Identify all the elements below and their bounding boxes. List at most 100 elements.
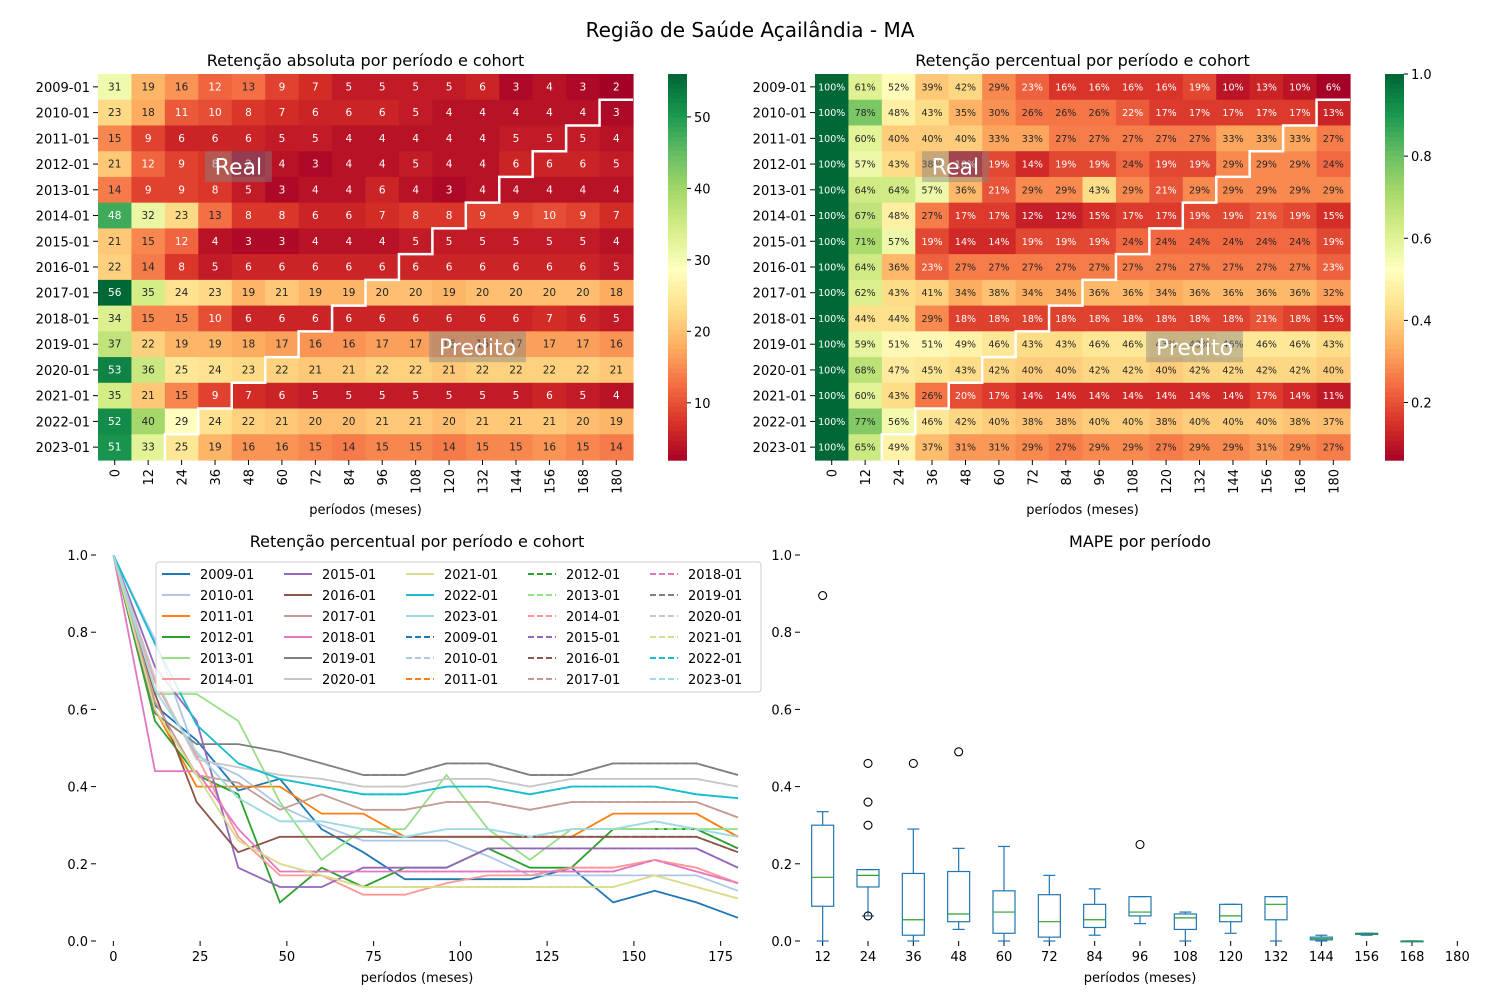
heatmap-cell bbox=[848, 228, 883, 255]
heatmap-cell-label: 19% bbox=[921, 237, 942, 248]
heatmap-cell bbox=[948, 202, 983, 229]
colorbar-tick-label: 0.6 bbox=[1411, 232, 1432, 247]
heatmap-cell-label: 57% bbox=[888, 237, 909, 248]
heatmap-cell bbox=[198, 254, 233, 281]
colorbar-segment bbox=[668, 377, 687, 384]
heatmap-cell bbox=[566, 382, 601, 410]
colorbar-segment bbox=[1385, 295, 1404, 302]
heatmap-cell-label: 21% bbox=[988, 185, 1009, 196]
heatmap-cell-label: 5 bbox=[513, 236, 520, 248]
heatmap-cell bbox=[499, 74, 534, 101]
heatmap-cell bbox=[982, 228, 1017, 255]
colorbar-segment bbox=[668, 165, 687, 172]
heatmap-cell bbox=[815, 99, 850, 127]
heatmap-cell-label: 38% bbox=[1022, 417, 1043, 428]
colorbar-segment bbox=[1385, 194, 1404, 201]
colorbar-segment bbox=[1385, 98, 1404, 104]
heatmap-cell bbox=[1149, 305, 1184, 332]
heatmap-cell-label: 5 bbox=[613, 313, 620, 325]
heatmap-cell-label: 6 bbox=[379, 313, 386, 325]
heatmap-cell-label: 29% bbox=[1189, 185, 1210, 196]
heatmap-cell bbox=[1015, 331, 1050, 358]
heatmap-cell bbox=[1249, 74, 1284, 101]
heatmap-cell-label: 6 bbox=[546, 262, 553, 274]
heatmap-cell bbox=[1216, 202, 1251, 229]
heatmap-cell-label: 21 bbox=[409, 416, 422, 428]
heatmap-cell-label: 5 bbox=[379, 390, 386, 402]
x-tick-label: 132 bbox=[1264, 950, 1289, 965]
heatmap-cell-label: 43% bbox=[1323, 340, 1344, 351]
heatmap-cell-label: 22 bbox=[576, 364, 589, 376]
heatmap-cell-label: 29% bbox=[1256, 185, 1277, 196]
heatmap-cell bbox=[815, 434, 850, 461]
heatmap-cell bbox=[982, 434, 1017, 461]
heatmap-cell bbox=[365, 434, 400, 461]
legend-label: 2009-01 bbox=[444, 631, 498, 646]
heatmap-cell-label: 6 bbox=[345, 313, 352, 325]
heatmap-cell bbox=[1182, 254, 1217, 281]
colorbar-segment bbox=[668, 228, 687, 234]
colorbar-segment bbox=[668, 440, 687, 447]
y-tick-label: 2009-01 bbox=[36, 81, 90, 96]
heatmap-percent: Retenção percentual por período e cohort… bbox=[753, 51, 1432, 518]
heatmap-cell-label: 4 bbox=[345, 236, 352, 248]
heatmap-cell bbox=[1049, 254, 1084, 281]
heatmap-cell-label: 15 bbox=[376, 442, 389, 454]
heatmap-cell-label: 9 bbox=[178, 159, 185, 171]
colorbar-segment bbox=[668, 353, 687, 360]
y-tick-label: 2016-01 bbox=[753, 261, 807, 276]
colorbar-segment bbox=[668, 136, 687, 143]
heatmap-cell bbox=[915, 125, 950, 152]
colorbar-segment bbox=[668, 194, 687, 201]
y-tick-label: 2019-01 bbox=[753, 338, 807, 353]
heatmap-cell-label: 17% bbox=[1156, 211, 1177, 222]
heatmap-cell bbox=[881, 99, 916, 127]
heatmap-cell bbox=[365, 382, 400, 410]
heatmap-cell-label: 12% bbox=[1055, 211, 1076, 222]
heatmap-cell-label: 5 bbox=[580, 133, 587, 145]
x-axis-label: períodos (meses) bbox=[1084, 971, 1197, 986]
heatmap-cell bbox=[164, 74, 199, 101]
heatmap-cell bbox=[265, 382, 300, 410]
colorbar-segment bbox=[1385, 189, 1404, 196]
legend-label: 2021-01 bbox=[688, 631, 742, 646]
colorbar-segment bbox=[668, 233, 687, 239]
x-tick-label: 25 bbox=[192, 950, 209, 965]
heatmap-cell bbox=[365, 279, 400, 307]
heatmap-cell-label: 21% bbox=[1156, 185, 1177, 196]
box bbox=[1128, 896, 1152, 917]
heatmap-cell bbox=[599, 151, 634, 178]
colorbar-segment bbox=[1385, 455, 1404, 461]
heatmap-cell bbox=[265, 408, 300, 435]
heatmap-cell-label: 64% bbox=[888, 185, 909, 196]
heatmap-cell-label: 19 bbox=[141, 81, 154, 93]
colorbar-segment bbox=[668, 112, 687, 119]
heatmap-cell-label: 6 bbox=[245, 262, 252, 274]
heatmap-cell bbox=[881, 382, 916, 410]
heatmap-cell-label: 5 bbox=[279, 133, 286, 145]
heatmap-cell bbox=[1049, 228, 1084, 255]
heatmap-cell bbox=[881, 434, 916, 461]
heatmap-cell bbox=[848, 176, 883, 204]
heatmap-cell bbox=[398, 408, 433, 435]
box-outlier bbox=[908, 758, 918, 768]
heatmap-cell bbox=[948, 228, 983, 255]
heatmap-cell-label: 19% bbox=[1055, 160, 1076, 171]
heatmap-cell-label: 49% bbox=[888, 443, 909, 454]
heatmap-cell-label: 46% bbox=[1122, 340, 1143, 351]
heatmap-cell-label: 20 bbox=[409, 287, 422, 299]
x-tick-label: 72 bbox=[1026, 469, 1041, 486]
colorbar-segment bbox=[1385, 165, 1404, 172]
heatmap-cell bbox=[1249, 176, 1284, 204]
colorbar-segment bbox=[668, 223, 687, 230]
heatmap-cell-label: 16 bbox=[275, 442, 289, 454]
heatmap-cell bbox=[881, 202, 916, 229]
colorbar-segment bbox=[668, 257, 687, 263]
heatmap-cell-label: 22 bbox=[509, 364, 522, 376]
heatmap-cell-label: 21 bbox=[476, 416, 489, 428]
heatmap-cell bbox=[499, 228, 534, 255]
heatmap-cell bbox=[398, 176, 433, 204]
heatmap-cell-label: 5 bbox=[245, 184, 252, 196]
colorbar-segment bbox=[1385, 310, 1404, 316]
colorbar-segment bbox=[668, 238, 687, 244]
